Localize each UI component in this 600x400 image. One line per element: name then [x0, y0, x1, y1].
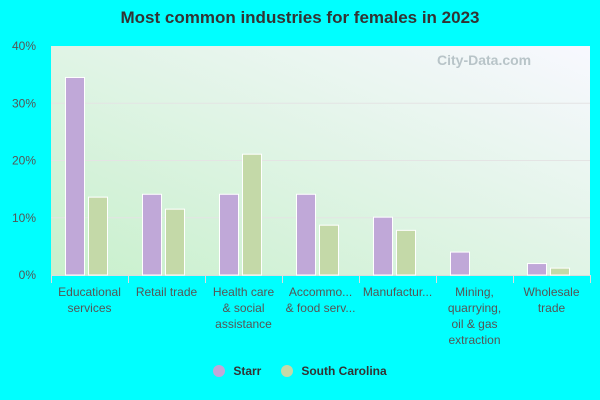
legend: Starr South Carolina [0, 364, 600, 380]
y-tick-label: 10% [12, 211, 36, 225]
x-category-label: Wholesale [523, 285, 579, 299]
bar-south-carolina [319, 224, 339, 276]
bar-starr [296, 193, 316, 276]
bar-starr [65, 76, 85, 276]
x-category-label: quarrying, [448, 301, 501, 315]
y-tick-label: 40% [12, 39, 36, 53]
legend-item: Starr [213, 364, 261, 378]
bar-starr [373, 216, 393, 276]
x-category-label: services [67, 301, 111, 315]
watermark-logo: City-Data.com [437, 52, 532, 68]
y-tick-label: 20% [12, 154, 36, 168]
legend-item: South Carolina [281, 364, 387, 378]
bar-south-carolina [396, 229, 416, 276]
x-category-label: oil & gas [451, 317, 497, 331]
y-tick-label: 30% [12, 96, 36, 110]
bar-starr [527, 263, 547, 276]
x-category-label: Retail trade [136, 285, 198, 299]
bar-starr [450, 251, 470, 276]
x-category-label: extraction [448, 333, 500, 347]
x-category-label: Educational [58, 285, 121, 299]
x-category-label: assistance [215, 317, 272, 331]
chart-title: Most common industries for females in 20… [120, 8, 480, 27]
x-category-label: Accommo... [289, 285, 352, 299]
bar-south-carolina [550, 267, 570, 276]
legend-swatch [281, 365, 294, 377]
bar-starr [142, 193, 162, 276]
x-category-label: & social [222, 301, 264, 315]
x-category-label: Health care [213, 285, 275, 299]
x-category-label: trade [538, 301, 566, 315]
bar-south-carolina [165, 208, 185, 276]
legend-label: Starr [233, 364, 262, 378]
x-category-label: & food serv... [286, 301, 356, 315]
x-category-label: Mining, [455, 285, 494, 299]
y-tick-label: 0% [19, 268, 37, 282]
legend-label: South Carolina [301, 364, 387, 378]
bar-south-carolina [242, 153, 262, 276]
bar-south-carolina [88, 196, 108, 276]
bar-starr [219, 193, 239, 276]
x-category-label: Manufactur... [363, 285, 432, 299]
legend-swatch [213, 365, 226, 377]
